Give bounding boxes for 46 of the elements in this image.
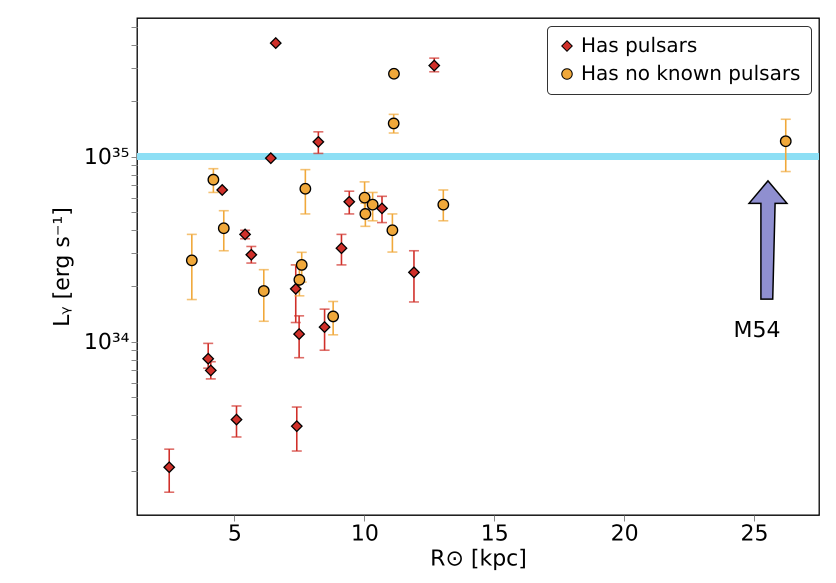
point (299, 182, 312, 195)
point (204, 364, 217, 376)
point (270, 37, 282, 49)
point (207, 174, 220, 186)
y-tick-label: 10³⁵ (84, 145, 130, 170)
point (428, 60, 440, 72)
legend-label: Has no known pulsars (581, 61, 800, 85)
point (388, 118, 400, 130)
point (163, 461, 176, 474)
point (202, 352, 214, 365)
point (359, 208, 372, 220)
point (437, 198, 450, 211)
point (376, 202, 388, 214)
point (218, 222, 230, 234)
point (290, 282, 302, 295)
point (366, 198, 379, 211)
point (186, 254, 198, 266)
point (293, 274, 306, 286)
point (388, 68, 400, 80)
point (264, 152, 277, 164)
point (290, 420, 303, 432)
y-tick-label: 10³⁴ (84, 330, 130, 356)
point (343, 196, 356, 208)
annotation: M54 (734, 318, 780, 343)
x-tick-label: 10 (350, 522, 379, 546)
x-tick-label: 5 (228, 522, 242, 546)
x-tick-label: 15 (480, 522, 509, 546)
point (780, 135, 792, 148)
point (386, 224, 398, 236)
x-axis-title: R⊙ [kpc] (430, 546, 527, 572)
x-tick-label: 20 (610, 522, 639, 546)
legend-label: Has pulsars (581, 33, 698, 57)
point (318, 321, 330, 333)
y-axis-title: Lᵧ [erg s⁻¹] (50, 207, 75, 327)
point (258, 285, 270, 297)
point (358, 192, 370, 204)
point (327, 310, 340, 322)
point (408, 266, 420, 278)
point (216, 184, 228, 196)
point (296, 259, 308, 271)
point (336, 242, 348, 254)
point (245, 248, 258, 261)
point (293, 328, 306, 340)
point (312, 136, 324, 148)
point (230, 414, 242, 426)
x-tick-label: 25 (740, 522, 769, 546)
